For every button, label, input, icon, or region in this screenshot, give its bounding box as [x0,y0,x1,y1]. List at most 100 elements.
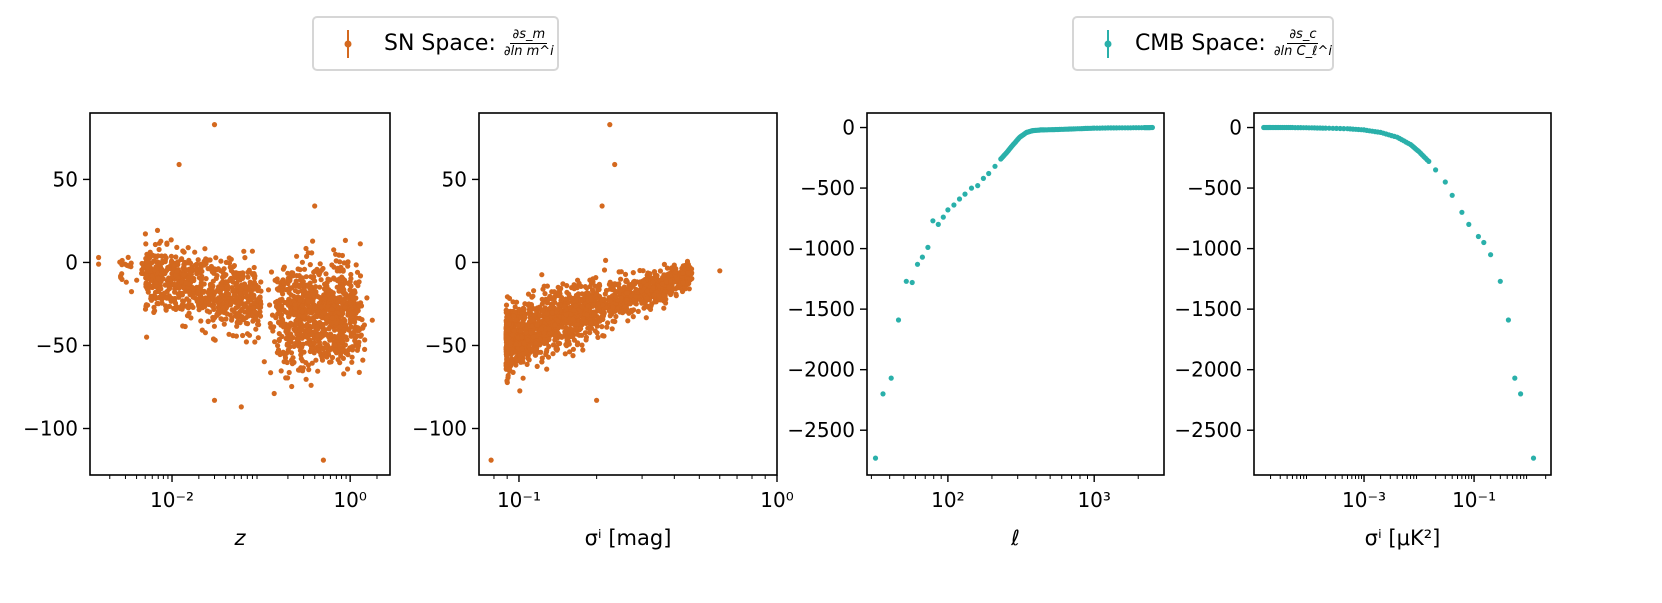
data-point [343,280,349,286]
data-point [307,341,313,347]
data-point [345,366,351,372]
data-point [96,254,102,261]
data-point [628,307,634,313]
data-point [181,249,187,255]
data-point [226,331,232,337]
data-point [1405,140,1411,146]
y-tick-label: −1000 [1174,237,1242,261]
data-point [238,404,244,410]
data-point [607,122,613,128]
data-point [341,333,347,339]
data-point [252,339,258,345]
data-point [663,300,669,306]
data-point [1320,125,1326,131]
data-point [607,313,613,319]
data-point [280,291,286,297]
data-point [362,337,368,343]
data-point [178,278,185,285]
data-point [562,351,568,357]
data-point [245,274,251,280]
data-point [661,292,667,298]
data-point [506,335,512,342]
data-point [152,289,159,295]
sn-legend-num: ∂s_m [510,27,548,44]
x-tick-label: 10⁰ [333,488,366,512]
data-point [1333,125,1340,131]
x-tick-label: 10⁻¹ [1452,488,1496,512]
data-point [192,249,198,255]
data-point [633,286,639,293]
data-point [168,237,174,243]
data-point [518,328,524,334]
y-tick-label: −500 [800,176,855,200]
data-point [342,291,348,297]
data-point [203,276,209,282]
data-point [543,351,549,358]
data-point [525,337,531,343]
data-point [605,320,611,326]
y-tick-label: −2500 [1174,418,1242,442]
data-point [176,161,182,168]
data-point [618,295,624,301]
data-point [349,359,355,365]
data-point [308,382,314,388]
data-point [601,267,608,273]
data-point [155,260,161,266]
data-point [504,294,510,300]
data-point [546,296,552,302]
data-point [1341,126,1347,132]
data-point [175,291,181,297]
data-point [935,221,941,227]
data-point [650,279,656,285]
data-point [623,308,630,314]
data-point [641,279,647,285]
data-point [619,309,625,315]
data-point [310,292,316,298]
data-point [513,317,519,323]
data-point [338,264,344,270]
data-point [275,347,282,353]
data-point [530,334,537,340]
y-tick-label: 0 [1229,116,1242,140]
data-point [279,297,285,303]
data-point [564,335,570,341]
data-point [180,298,186,304]
data-point [657,268,664,274]
data-point [544,366,550,372]
data-point [369,317,375,323]
data-point [96,261,102,267]
data-point [561,304,567,310]
data-point [680,279,686,286]
data-point [139,270,145,276]
data-point [322,350,328,356]
data-point [563,312,569,318]
data-point [181,272,187,278]
data-point [341,371,347,377]
data-point [566,291,572,297]
y-tick-label: −2000 [1174,358,1242,382]
data-point [153,254,159,260]
data-point [1391,133,1397,139]
data-point [243,339,249,345]
data-point [903,278,909,284]
scatter-points-3 [872,124,1155,461]
data-point [261,359,267,365]
scatter-points-4 [1261,124,1537,461]
data-point [644,296,650,302]
data-point [240,332,246,339]
data-point [293,340,299,346]
data-point [1449,192,1455,198]
data-point [529,323,535,329]
data-point [267,320,273,327]
data-point [329,262,335,268]
data-point [255,335,261,341]
data-point [570,353,576,359]
data-point [602,291,608,297]
data-point [293,321,299,327]
data-point [328,359,334,365]
data-point [525,291,532,297]
data-point [183,280,189,286]
data-point [551,289,557,295]
y-tick-label: −500 [1187,176,1242,200]
data-point [345,259,351,265]
